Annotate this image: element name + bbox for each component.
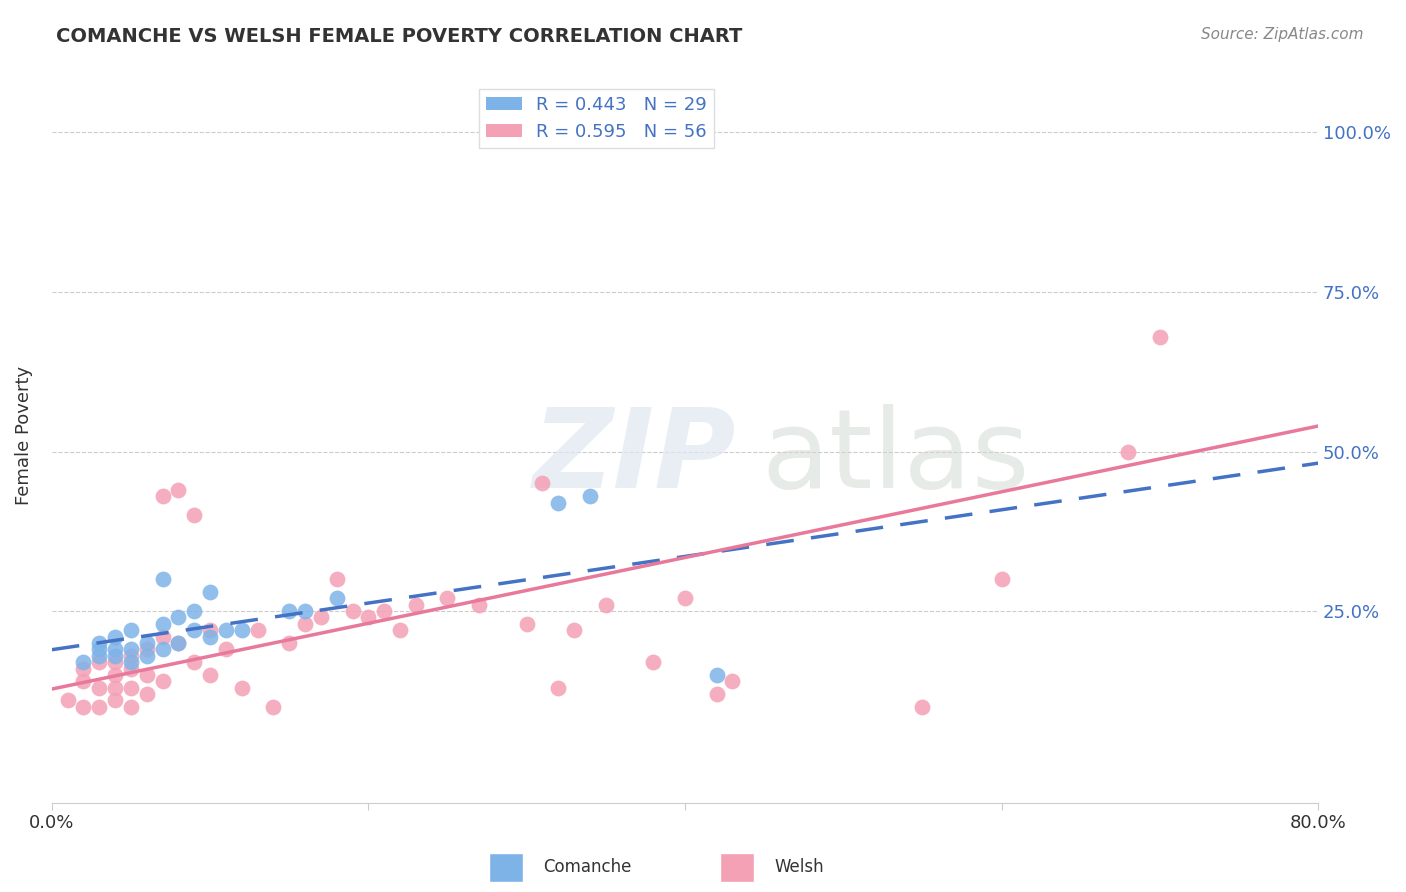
Point bbox=[120, 681, 142, 695]
FancyBboxPatch shape bbox=[720, 854, 754, 881]
Point bbox=[531, 476, 554, 491]
Point bbox=[89, 648, 111, 663]
Point bbox=[167, 610, 190, 624]
Point bbox=[152, 489, 174, 503]
Point bbox=[1116, 444, 1139, 458]
Point bbox=[56, 693, 79, 707]
Point bbox=[167, 636, 190, 650]
Point bbox=[135, 642, 157, 657]
Y-axis label: Female Poverty: Female Poverty bbox=[15, 366, 32, 505]
Point bbox=[135, 636, 157, 650]
Point bbox=[579, 489, 602, 503]
Text: COMANCHE VS WELSH FEMALE POVERTY CORRELATION CHART: COMANCHE VS WELSH FEMALE POVERTY CORRELA… bbox=[56, 27, 742, 45]
Point bbox=[262, 699, 284, 714]
Point bbox=[89, 699, 111, 714]
Point bbox=[706, 687, 728, 701]
Point bbox=[72, 699, 94, 714]
Point bbox=[89, 655, 111, 669]
Point bbox=[104, 655, 127, 669]
FancyBboxPatch shape bbox=[489, 854, 523, 881]
Point bbox=[294, 604, 316, 618]
Point bbox=[120, 699, 142, 714]
Text: atlas: atlas bbox=[761, 404, 1029, 511]
Point bbox=[388, 624, 411, 638]
Point bbox=[135, 687, 157, 701]
Point bbox=[72, 674, 94, 689]
Point bbox=[721, 674, 744, 689]
Point bbox=[89, 642, 111, 657]
Point bbox=[215, 642, 238, 657]
Point bbox=[104, 630, 127, 644]
Point bbox=[72, 655, 94, 669]
Point bbox=[167, 483, 190, 497]
Point bbox=[104, 681, 127, 695]
Point bbox=[152, 572, 174, 586]
Point bbox=[183, 655, 205, 669]
Text: Comanche: Comanche bbox=[543, 858, 631, 877]
Point bbox=[547, 681, 569, 695]
Point bbox=[135, 668, 157, 682]
Point bbox=[547, 495, 569, 509]
Point bbox=[246, 624, 269, 638]
Point bbox=[135, 648, 157, 663]
Point bbox=[120, 624, 142, 638]
Point bbox=[183, 624, 205, 638]
Point bbox=[1149, 329, 1171, 343]
Point bbox=[373, 604, 395, 618]
Point bbox=[643, 655, 665, 669]
Point bbox=[89, 636, 111, 650]
Text: Welsh: Welsh bbox=[773, 858, 824, 877]
Text: Source: ZipAtlas.com: Source: ZipAtlas.com bbox=[1201, 27, 1364, 42]
Point bbox=[198, 585, 221, 599]
Point bbox=[104, 693, 127, 707]
Point bbox=[167, 636, 190, 650]
Point bbox=[562, 624, 585, 638]
Point bbox=[325, 591, 347, 606]
Point bbox=[183, 604, 205, 618]
Point bbox=[120, 661, 142, 675]
Point bbox=[72, 661, 94, 675]
Point bbox=[152, 630, 174, 644]
Point bbox=[120, 642, 142, 657]
Point bbox=[309, 610, 332, 624]
Point bbox=[342, 604, 364, 618]
Point bbox=[595, 598, 617, 612]
Point bbox=[215, 624, 238, 638]
Point bbox=[120, 648, 142, 663]
Point bbox=[706, 668, 728, 682]
Point bbox=[104, 648, 127, 663]
Point bbox=[357, 610, 380, 624]
Point bbox=[325, 572, 347, 586]
Point bbox=[183, 508, 205, 523]
Point bbox=[468, 598, 491, 612]
Point bbox=[89, 681, 111, 695]
Point bbox=[152, 642, 174, 657]
Point bbox=[104, 642, 127, 657]
Point bbox=[104, 668, 127, 682]
Point bbox=[990, 572, 1012, 586]
Point bbox=[198, 668, 221, 682]
Point bbox=[911, 699, 934, 714]
Point bbox=[231, 681, 253, 695]
Point bbox=[673, 591, 696, 606]
Point bbox=[152, 616, 174, 631]
Point bbox=[120, 655, 142, 669]
Point bbox=[436, 591, 458, 606]
Point bbox=[152, 674, 174, 689]
Point bbox=[278, 604, 301, 618]
Point bbox=[405, 598, 427, 612]
Point bbox=[294, 616, 316, 631]
Point bbox=[198, 630, 221, 644]
Point bbox=[231, 624, 253, 638]
Point bbox=[278, 636, 301, 650]
Point bbox=[516, 616, 538, 631]
Text: ZIP: ZIP bbox=[533, 404, 737, 511]
Point bbox=[198, 624, 221, 638]
Legend: R = 0.443   N = 29, R = 0.595   N = 56: R = 0.443 N = 29, R = 0.595 N = 56 bbox=[478, 88, 714, 148]
